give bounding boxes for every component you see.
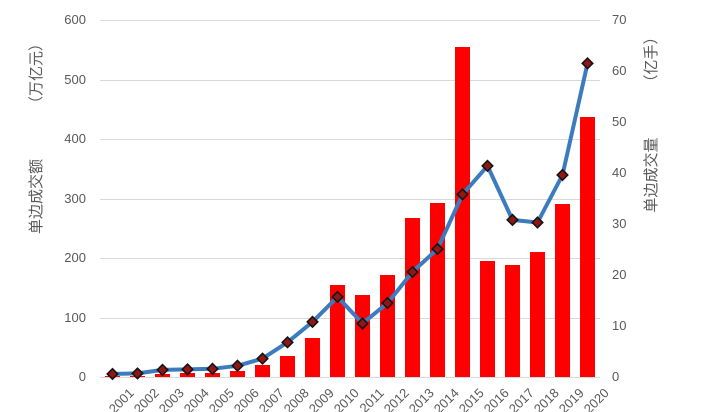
left-axis-tick-100: 100 xyxy=(64,309,86,325)
marker-2006 xyxy=(231,359,244,373)
right-axis-title-text: 单边成交量 xyxy=(642,137,660,213)
left-axis-tick-500: 500 xyxy=(64,71,86,87)
bar-2007 xyxy=(255,364,270,377)
gridline-400 xyxy=(100,139,600,140)
bar-2020 xyxy=(580,116,595,377)
marker-2020 xyxy=(581,56,594,70)
right-axis-unit: （亿手） xyxy=(642,29,660,90)
bar-2018 xyxy=(530,251,545,377)
marker-2004 xyxy=(181,362,194,376)
gridline-200 xyxy=(100,258,600,259)
bar-2010 xyxy=(330,285,345,377)
bar-2016 xyxy=(480,260,495,377)
marker-2016 xyxy=(481,159,494,173)
gridline-300 xyxy=(100,198,600,200)
left-axis-tick-0: 0 xyxy=(78,369,86,384)
marker-2002 xyxy=(131,367,144,380)
left-axis-title-text: 单边成交额 xyxy=(27,159,45,235)
marker-2012 xyxy=(381,296,394,310)
right-axis-tick-50: 50 xyxy=(612,114,627,129)
bar-2009 xyxy=(305,338,320,377)
left-axis-tick-200: 200 xyxy=(64,250,86,265)
marker-2001 xyxy=(106,367,119,381)
bar-2017 xyxy=(505,265,520,377)
bar-2011 xyxy=(355,295,370,377)
marker-2017 xyxy=(506,213,519,227)
marker-2015 xyxy=(456,188,469,201)
bar-2006 xyxy=(230,370,245,377)
right-axis-tick-10: 10 xyxy=(612,318,627,333)
marker-2007 xyxy=(256,352,269,366)
marker-2019 xyxy=(556,168,569,182)
marker-2003 xyxy=(156,363,169,377)
gridline-600 xyxy=(100,20,600,21)
right-axis-tick-70: 70 xyxy=(612,12,627,27)
bar-2019 xyxy=(555,204,570,377)
gridline-0 xyxy=(100,377,600,378)
marker-2014 xyxy=(431,242,444,256)
bar-2015 xyxy=(455,47,470,377)
left-axis-tick-300: 300 xyxy=(64,190,86,206)
left-axis-unit: （万亿元） xyxy=(27,35,45,111)
right-axis-tick-20: 20 xyxy=(612,267,627,282)
marker-2009 xyxy=(306,315,319,329)
right-axis-tick-0: 0 xyxy=(612,369,620,384)
right-axis-tick-30: 30 xyxy=(612,216,627,231)
right-axis-tick-60: 60 xyxy=(612,63,627,78)
marker-2005 xyxy=(206,362,219,376)
left-axis-tick-600: 600 xyxy=(64,12,86,27)
left-axis-title: 单边成交额 （万亿元） xyxy=(25,5,45,265)
marker-2010 xyxy=(331,290,344,304)
marker-2018 xyxy=(531,216,544,229)
right-axis-tick-40: 40 xyxy=(612,165,627,180)
marker-2008 xyxy=(281,335,294,349)
gridline-100 xyxy=(100,317,600,319)
marker-2011 xyxy=(356,317,369,330)
marker-2013 xyxy=(406,265,419,279)
right-axis-title: 单边成交量 （亿手） xyxy=(640,0,660,251)
gridline-500 xyxy=(100,79,600,81)
bar-2008 xyxy=(280,355,295,377)
left-axis-tick-400: 400 xyxy=(64,131,86,146)
bar-2013 xyxy=(405,217,420,377)
